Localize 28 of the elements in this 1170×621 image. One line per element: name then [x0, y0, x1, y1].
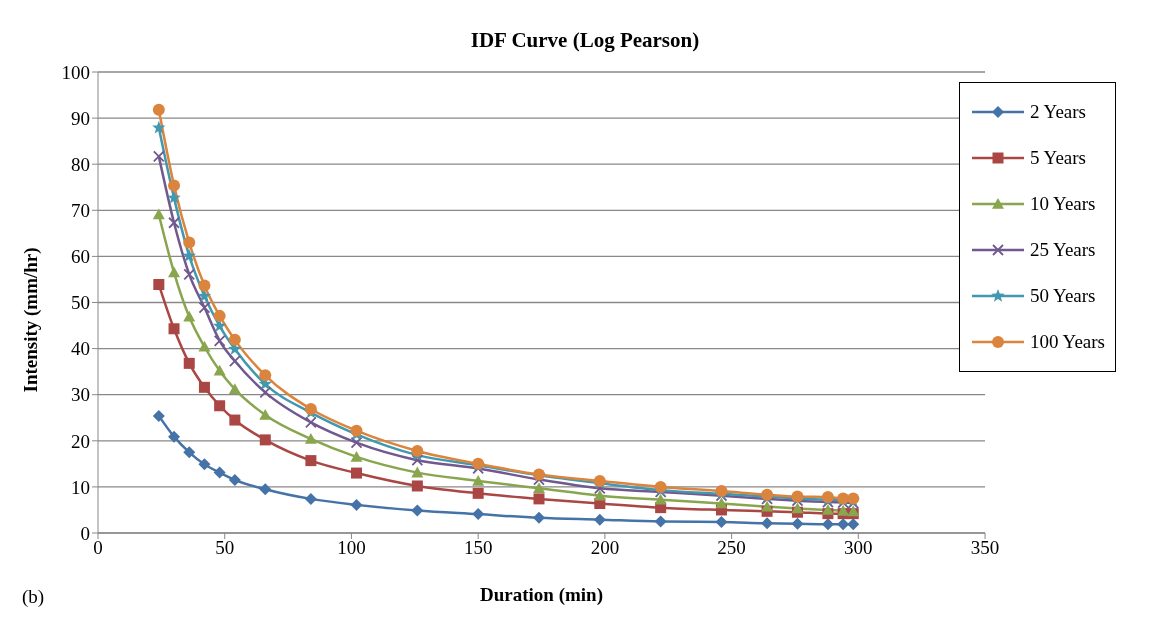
- y-tick-label: 10: [71, 476, 90, 498]
- x-tick-label: 350: [970, 537, 1000, 559]
- y-tick-label: 0: [80, 522, 90, 544]
- x-tick-label: 100: [337, 537, 366, 559]
- x-axis-title: Duration (min): [480, 584, 604, 606]
- legend-label: 10 Years: [1030, 193, 1096, 215]
- x-tick-label: 150: [463, 537, 493, 559]
- y-tick-label: 30: [71, 384, 90, 406]
- y-tick-label: 100: [61, 61, 90, 83]
- legend-label: 100 Years: [1030, 331, 1105, 353]
- legend-label: 25 Years: [1030, 239, 1096, 261]
- y-tick-label: 40: [71, 338, 90, 360]
- legend-label: 50 Years: [1030, 285, 1096, 307]
- x-tick-label: 300: [844, 537, 873, 559]
- x-tick-label: 200: [590, 537, 620, 559]
- y-axis-title: Intensity (mm/hr): [19, 247, 42, 393]
- chart-title: IDF Curve (Log Pearson): [469, 28, 701, 53]
- legend-label: 2 Years: [1030, 101, 1086, 123]
- y-tick-label: 70: [71, 200, 90, 222]
- y-tick-label: 50: [71, 292, 90, 314]
- x-tick-label: 250: [717, 537, 746, 559]
- y-tick-label: 60: [71, 246, 90, 268]
- y-tick-label: 20: [71, 430, 90, 452]
- y-tick-label: 80: [71, 153, 90, 175]
- text: (b): [22, 586, 45, 608]
- x-tick-label: 50: [215, 537, 235, 559]
- legend-label: 5 Years: [1030, 147, 1086, 169]
- y-tick-label: 90: [71, 107, 90, 129]
